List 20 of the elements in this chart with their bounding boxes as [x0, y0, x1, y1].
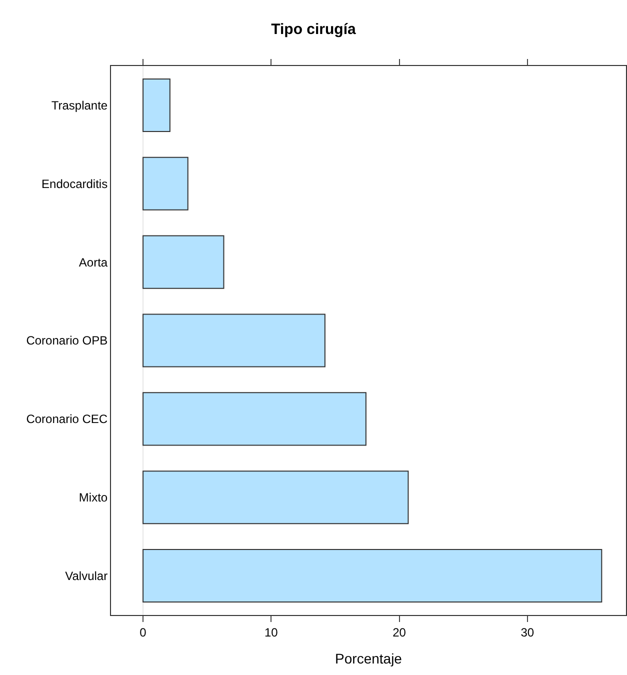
x-axis-title: Porcentaje	[335, 650, 402, 667]
y-tick-label: Coronario CEC	[26, 412, 108, 426]
y-tick-label: Endocarditis	[42, 176, 108, 191]
bar	[142, 392, 366, 446]
bar	[142, 235, 224, 289]
y-tick-label: Coronario OPB	[26, 334, 108, 348]
x-tick-label: 0	[140, 625, 147, 640]
bar	[142, 78, 170, 132]
x-tick-label: 30	[520, 625, 534, 640]
x-tick-label: 20	[392, 625, 406, 640]
y-tick-label: Aorta	[78, 255, 108, 270]
y-tick-label: Mixto	[78, 490, 108, 505]
x-tick-label: 10	[264, 625, 278, 640]
chart-title: Tipo cirugía	[271, 21, 357, 38]
bar	[142, 156, 188, 210]
bar	[142, 314, 326, 368]
bar	[142, 549, 602, 603]
bar	[142, 470, 409, 524]
y-tick-label: Valvular	[65, 568, 108, 583]
y-tick-label: Trasplante	[51, 98, 108, 112]
